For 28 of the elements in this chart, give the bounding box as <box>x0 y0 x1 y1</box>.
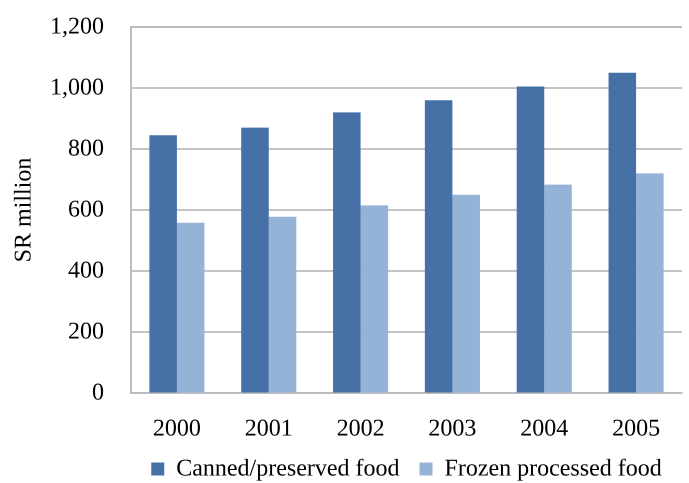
y-tick-label: 0 <box>92 379 104 406</box>
y-tick-label: 1,000 <box>50 74 104 100</box>
bar <box>452 194 480 392</box>
bar <box>333 112 361 392</box>
bar <box>360 205 388 392</box>
y-tick-label: 400 <box>68 257 104 284</box>
bar <box>516 86 544 392</box>
y-axis-title: SR million <box>10 158 37 262</box>
bar <box>176 222 204 392</box>
x-tick-label: 2004 <box>520 416 568 442</box>
bar <box>424 100 452 392</box>
y-tick-label: 600 <box>68 196 104 222</box>
legend-label: Canned/preserved food <box>176 455 400 482</box>
legend-label: Frozen processed food <box>444 455 662 482</box>
x-tick-label: 2003 <box>428 416 476 442</box>
x-tick-label: 2002 <box>336 416 385 442</box>
x-tick-label: 2001 <box>244 416 293 442</box>
x-tick-label: 2000 <box>152 416 201 442</box>
y-tick-label: 1,200 <box>50 13 104 40</box>
y-tick-label: 800 <box>68 135 104 162</box>
bar <box>544 184 572 392</box>
bar <box>268 216 296 392</box>
bar <box>149 135 177 392</box>
bar <box>636 173 664 392</box>
bar <box>241 128 269 392</box>
bar <box>608 72 636 392</box>
x-tick-label: 2005 <box>612 416 660 442</box>
y-tick-label: 200 <box>68 318 104 344</box>
